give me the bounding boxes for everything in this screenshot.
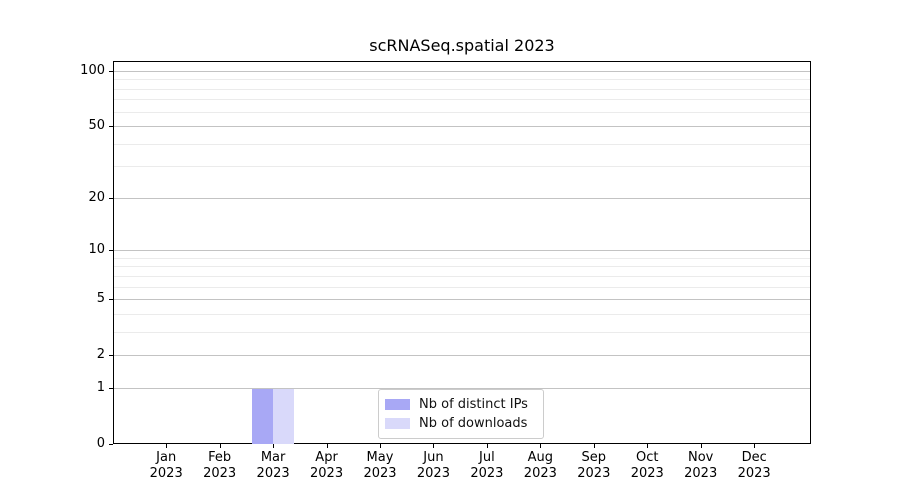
x-axis-tick-label: Dec 2023: [737, 450, 771, 481]
y-axis-tick-label: 20: [88, 189, 105, 205]
x-tick-mark: [219, 444, 221, 448]
bar-distinct-ips: [252, 387, 274, 444]
chart-title: scRNASeq.spatial 2023: [369, 36, 555, 55]
grid-line-major: [114, 250, 810, 252]
x-tick-mark: [326, 444, 328, 448]
grid-line-minor: [114, 286, 810, 288]
x-axis-tick-label: Jul 2023: [470, 450, 504, 481]
grid-line-minor: [114, 331, 810, 333]
y-axis-tick-label: 2: [96, 347, 105, 363]
grid-line-minor: [114, 79, 810, 81]
y-tick-mark: [109, 355, 113, 357]
legend-label-distinct-ips: Nb of distinct IPs: [419, 396, 528, 412]
legend-label-downloads: Nb of downloads: [419, 416, 528, 432]
y-axis-tick-label: 1: [96, 379, 105, 395]
grid-line-major: [114, 355, 810, 357]
y-tick-mark: [109, 444, 113, 445]
x-tick-mark: [380, 444, 381, 448]
grid-line-minor: [114, 88, 810, 90]
x-tick-mark: [433, 444, 435, 448]
y-axis-tick-label: 10: [88, 242, 105, 258]
x-tick-mark: [486, 444, 488, 448]
grid-line-minor: [114, 143, 810, 145]
x-axis-tick-label: Apr 2023: [310, 450, 344, 481]
grid-line-major: [114, 387, 810, 389]
x-axis-tick-label: Jan 2023: [149, 450, 183, 481]
y-tick-mark: [109, 71, 113, 72]
y-tick-mark: [109, 126, 113, 128]
x-tick-mark: [647, 444, 649, 448]
grid-line-major: [114, 71, 810, 72]
y-tick-mark: [109, 197, 113, 199]
legend-swatch-distinct-ips: [385, 398, 410, 410]
grid-line-major: [114, 126, 810, 128]
grid-line-major: [114, 197, 810, 199]
y-axis-tick-label: 5: [96, 291, 105, 307]
x-axis-tick-label: Sep 2023: [577, 450, 611, 481]
grid-line-minor: [114, 313, 810, 315]
x-tick-mark: [166, 444, 168, 448]
x-axis-tick-label: May 2023: [363, 450, 397, 481]
legend-item-distinct-ips: Nb of distinct IPs: [385, 397, 535, 412]
y-tick-mark: [109, 250, 113, 252]
grid-line-minor: [114, 111, 810, 113]
legend: Nb of distinct IPs Nb of downloads: [378, 389, 544, 439]
x-tick-mark: [754, 444, 756, 448]
x-tick-mark: [540, 444, 542, 448]
x-axis-tick-label: Nov 2023: [684, 450, 718, 481]
x-axis-tick-label: Aug 2023: [523, 450, 557, 481]
x-axis-tick-label: Oct 2023: [630, 450, 664, 481]
plot-area: [113, 61, 811, 444]
y-axis-tick-label: 50: [88, 118, 105, 134]
grid-line-minor: [114, 266, 810, 268]
x-axis-tick-label: Feb 2023: [203, 450, 237, 481]
legend-swatch-downloads: [385, 418, 410, 430]
x-axis-tick-label: Jun 2023: [416, 450, 450, 481]
grid-line-minor: [114, 166, 810, 168]
grid-line-minor: [114, 257, 810, 259]
x-tick-mark: [593, 444, 595, 448]
legend-item-downloads: Nb of downloads: [385, 416, 535, 431]
grid-line-minor: [114, 275, 810, 277]
y-tick-mark: [109, 299, 113, 301]
grid-line-minor: [114, 99, 810, 101]
y-tick-mark: [109, 387, 113, 389]
x-tick-mark: [700, 444, 702, 448]
bar-downloads: [273, 387, 295, 444]
y-axis-tick-label: 100: [80, 63, 105, 78]
y-axis-tick-label: 0: [96, 436, 105, 451]
x-axis-tick-label: Mar 2023: [256, 450, 290, 481]
x-tick-mark: [273, 444, 275, 448]
grid-line-major: [114, 299, 810, 301]
